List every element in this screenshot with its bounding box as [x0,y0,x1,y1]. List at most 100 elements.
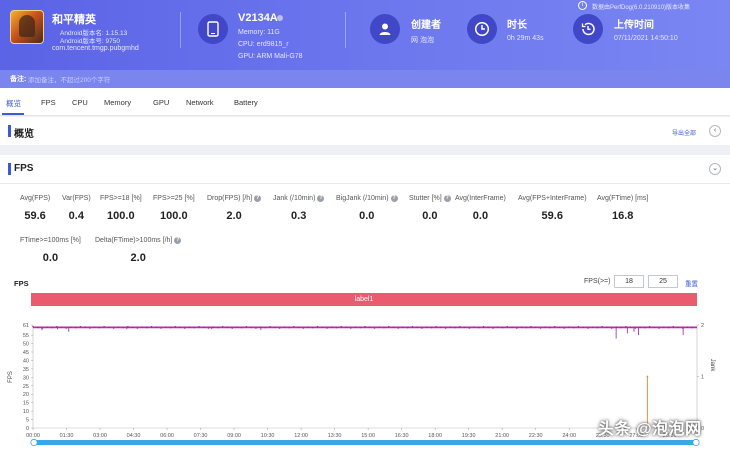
device-name: V2134A [238,12,278,24]
x-tick-label: 10:30 [261,433,275,439]
metric-label-text: Avg(InterFrame) [455,195,506,202]
android-version-code: Android版本号: 9750 [60,38,120,45]
metric-value: 2.0 [130,252,146,264]
tab-network[interactable]: Network [186,98,214,107]
clock-icon [467,14,497,44]
x-tick-label: 03:00 [93,433,107,439]
fps-sample-point [37,326,39,329]
fps-sample-point [587,327,589,329]
fps-sample-point [549,327,551,329]
fps-sample-point [32,325,34,328]
fps-sample-point [122,327,124,329]
collapse-left-icon[interactable]: ‹ [709,125,721,137]
collapse-down-icon[interactable]: ⌄ [709,163,721,175]
fps-sample-point [516,327,518,329]
y-tick-label: 50 [23,342,29,348]
fps-sample-point [160,327,162,329]
fps-title: FPS [14,163,34,174]
metric-r2-1: Delta(FTime)>100ms [/h]? 2.0 [95,237,182,264]
fps-sample-point [198,325,200,328]
zoom-handle-right[interactable] [692,438,700,447]
tab-fps[interactable]: FPS [41,98,56,107]
fps-sample-point [278,327,281,329]
perfdog-version: 数据由PerfDog(6.0.210910)版本收集 [592,5,691,11]
metric-label-text: Delta(FTime)>100ms [/h] [95,237,173,244]
x-tick-label: 09:00 [227,433,241,439]
export-all-link[interactable]: 导出全部 [672,131,697,137]
fps-sample-point [222,325,224,328]
help-icon[interactable]: ? [254,195,262,202]
metric-value: 0.3 [291,210,307,222]
app-name: 和平精英 [52,14,96,26]
fps-sample-point [112,327,115,329]
metric-label: Avg(InterFrame) [455,195,506,202]
fps-sample-point [103,325,105,328]
fps-sample-point [444,327,447,329]
metric-value: 59.6 [24,210,46,222]
zoom-slider-track[interactable] [33,440,697,445]
fps-sample-point [402,326,404,328]
note-input[interactable]: 添加备注，不超过200个字符 [28,77,111,84]
fps-sample-point [411,325,414,328]
fps-sample-point [169,327,172,329]
fps-sample-point [459,325,461,328]
fps-sample-point [79,325,82,328]
fps-sample-point [307,326,309,328]
tab-gpu[interactable]: GPU [153,98,170,107]
zoom-handle-left[interactable] [30,438,38,447]
fps-sample-point [70,326,72,328]
y2-tick-label: 1 [701,375,704,381]
y-tick-label: 20 [23,392,29,398]
tab-memory[interactable]: Memory [104,98,132,107]
fps-sample-point [388,325,390,328]
fps-sample-point [625,325,627,328]
tab-battery[interactable]: Battery [234,98,258,107]
threshold-input-2[interactable]: 25 [648,275,678,288]
android-version-name: Android版本名: 1.15.13 [60,30,128,37]
help-icon[interactable]: ? [174,237,182,244]
tab-cpu[interactable]: CPU [72,98,88,107]
metric-value: 2.0 [226,210,242,222]
metric-label-text: Jank (/10min) [273,195,316,202]
help-icon[interactable]: ? [390,195,398,202]
metric-label: FPS>=25 [%] [153,195,195,202]
fps-sample-point [127,325,129,328]
help-icon[interactable]: ? [443,195,451,202]
fps-sample-point [193,327,195,329]
metric-label: Var(FPS) [62,195,91,202]
fps-sample-point [274,326,276,329]
fps-sample-point [572,327,575,329]
reset-link[interactable]: 重置 [685,281,698,288]
header-divider [180,12,181,48]
info-icon: i [578,1,587,10]
fps-sample-point [554,325,556,328]
fps-panel: FPS ⌄ Avg(FPS) 59.6 Var(FPS) 0.4 FPS>=18 [%]… [0,155,730,450]
x-tick-label: 07:30 [194,433,208,439]
section-accent [8,163,11,175]
fps-sample-point [207,327,210,329]
device-info-icon[interactable] [277,15,283,21]
help-icon[interactable]: ? [317,195,325,202]
fps-sample-point [397,327,399,329]
fps-sample-point [179,326,181,329]
x-tick-label: 01:30 [60,433,74,439]
fps-sample-point [335,327,338,329]
fps-sample-point [568,326,570,328]
metric-r1-2: FPS>=18 [%] 100.0 [100,195,142,222]
fps-sample-point [321,326,324,329]
upload-time-title: 上传时间 [614,20,654,31]
metric-label-text: FPS>=18 [%] [100,195,142,202]
fps-sample-point [264,327,267,329]
watermark-text: 头条 @泡泡网 [598,421,702,438]
fps-sample-point [425,326,428,328]
tab-overview[interactable]: 概览 [6,99,21,108]
fps-sample-point [331,326,333,328]
fps-sample-point [686,326,689,328]
y-tick-label: 0 [26,426,29,432]
x-tick-label: 06:00 [160,433,174,439]
threshold-input-1[interactable]: 18 [614,275,644,288]
fps-sample-point [596,327,599,329]
fps-sample-point [629,326,632,329]
fps-sample-point [582,326,584,329]
